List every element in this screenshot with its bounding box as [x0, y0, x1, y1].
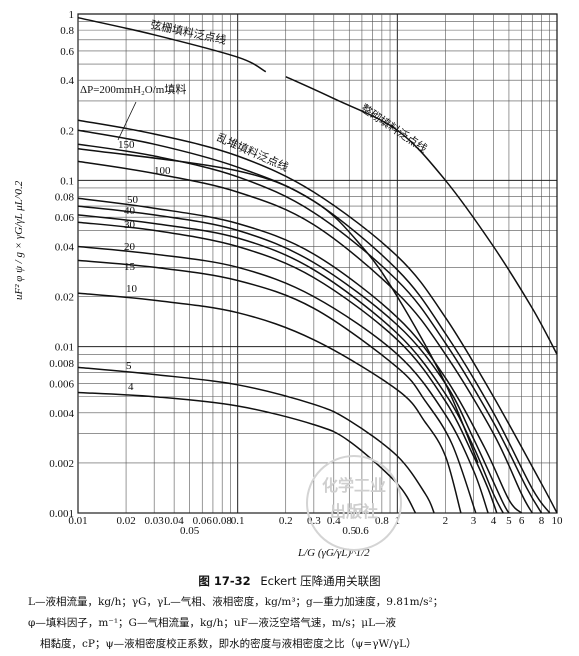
- series-line: [77, 221, 498, 514]
- x-tick-label: 0.03: [145, 515, 165, 527]
- y-tick-label: 0.04: [55, 242, 75, 254]
- y-tick-label: 0.002: [49, 458, 74, 470]
- series-line: [77, 16, 267, 73]
- x-tick-label: 2: [443, 515, 449, 527]
- x-tick-label: 4: [491, 515, 497, 527]
- x-tick-label: 0.2: [279, 515, 293, 527]
- series-line: [77, 214, 504, 514]
- pressure-curve-label: 4: [128, 381, 134, 393]
- x-tick-label: 5: [506, 515, 512, 527]
- pressure-curve-label: 50: [127, 194, 139, 206]
- watermark-line-2: 出版社: [329, 502, 378, 521]
- y-tick-label: 0.1: [60, 175, 74, 187]
- pressure-curve-label: 40: [124, 205, 136, 217]
- series-line: [285, 76, 558, 355]
- eckert-chart: 0.01 0.02 0.03 0.040.050.06 0.080.1 0.2 0.3 0.4…: [13, 9, 564, 559]
- x-tick-label: 0.1: [231, 515, 245, 527]
- series-line: [77, 205, 510, 514]
- pressure-curve-label: 15: [124, 261, 136, 273]
- y-tick-label: 0.01: [55, 342, 74, 354]
- figure-title: Eckert 压降通用关联图: [260, 574, 381, 588]
- watermark-line-1: 化学工业: [321, 476, 386, 495]
- y-axis-label: uF² φ ψ / g × γG/γL μL^0.2: [13, 180, 25, 300]
- pressure-curve-label: 5: [126, 360, 132, 372]
- series-line: [77, 129, 551, 514]
- curve-labels: 15010050403020151054ΔP=200mmH₂O/m填料弦栅填料泛…: [80, 17, 430, 393]
- pressure-curve-label: 30: [124, 219, 136, 231]
- curves: [77, 16, 558, 514]
- figure-caption: 图 17-32 Eckert 压降通用关联图: [0, 573, 579, 589]
- series-line: [77, 143, 543, 514]
- y-tick-label: 0.2: [60, 125, 74, 137]
- series-line: [77, 259, 477, 514]
- x-tick-label: 0.01: [68, 515, 87, 527]
- x-tick-label: 0.02: [116, 515, 135, 527]
- series-line: [77, 292, 462, 514]
- legend-line-3: 相黏度，cP；ψ—液相密度校正系数，即水的密度与液相密度之比（ψ=γW/γL）: [40, 638, 417, 650]
- figure-number: 图 17-32: [198, 574, 251, 588]
- series-line: [77, 245, 489, 514]
- x-tick-label: 0.05: [180, 525, 200, 537]
- pressure-curve-label: 10: [126, 283, 138, 295]
- y-tick-label: 0.06: [55, 212, 75, 224]
- pressure-curve-label: 150: [118, 139, 135, 151]
- y-tick-label: 0.006: [49, 379, 74, 391]
- y-tick-label: 0.001: [49, 508, 74, 520]
- y-tick-label: 0.8: [60, 25, 74, 37]
- y-tick-label: 0.004: [49, 408, 74, 420]
- pressure-curve-label: 20: [124, 241, 136, 253]
- y-tick-label: 0.02: [55, 292, 74, 304]
- legend-line-2: φ—填料因子，m⁻¹；G—气相流量，kg/h；uF—液泛空塔气速，m/s；μL—…: [28, 617, 397, 629]
- x-tick-label: 10: [552, 515, 564, 527]
- series-line: [77, 147, 479, 464]
- x-tick-label: 8: [539, 515, 545, 527]
- series-line: [77, 119, 558, 514]
- x-tick-label: 0.06: [193, 515, 213, 527]
- y-tick-label: 0.6: [60, 46, 74, 58]
- x-tick-label: 3: [471, 515, 477, 527]
- y-tick-label: 1: [69, 9, 75, 21]
- series-line: [77, 160, 533, 514]
- legend-line-1: L—液相流量，kg/h；γG，γL—气相、液相密度，kg/m³；g—重力加速度，…: [28, 596, 444, 608]
- y-tick-label: 0.008: [49, 358, 74, 370]
- series-line: [77, 197, 523, 514]
- stacked-packing-line-label: 整砌填料泛点线: [358, 101, 430, 156]
- publisher-watermark: 化学工业 出版社: [306, 455, 402, 551]
- symbol-legend: L—液相流量，kg/h；γG，γL—气相、液相密度，kg/m³；g—重力加速度，…: [28, 592, 568, 655]
- pressure-title-leader: [117, 101, 137, 141]
- x-tick-label: 6: [519, 515, 525, 527]
- x-tick-label: 0.04: [165, 515, 185, 527]
- pressure-curve-label: 100: [154, 165, 171, 177]
- x-tick-label: 0.08: [213, 515, 233, 527]
- y-tick-label: 0.08: [55, 191, 75, 203]
- pressure-drop-title: ΔP=200mmH₂O/m填料: [80, 82, 186, 96]
- series-line: [77, 366, 435, 514]
- y-tick-label: 0.4: [60, 75, 74, 87]
